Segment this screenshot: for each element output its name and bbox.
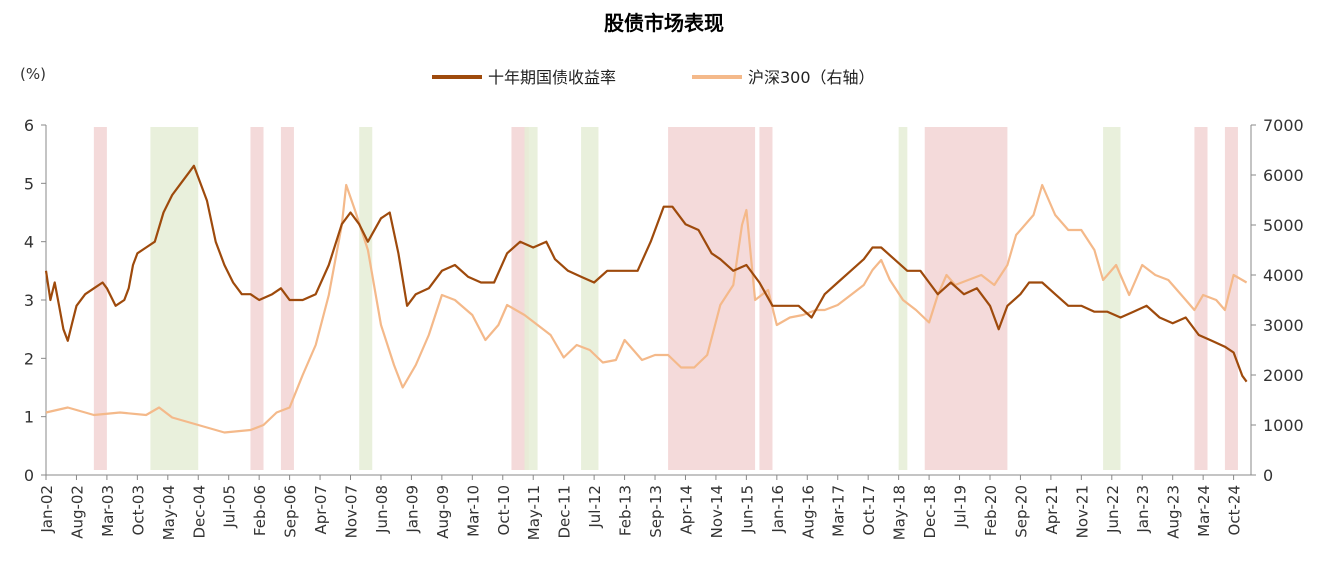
x-tick-label: Apr-21 xyxy=(1043,485,1061,535)
y-right-tick-label: 0 xyxy=(1263,466,1273,485)
series-lines xyxy=(44,164,1248,434)
y-left-tick-label: 0 xyxy=(24,466,34,485)
x-tick-label: Jun-08 xyxy=(373,485,391,534)
y-left-tick-label: 1 xyxy=(24,408,34,427)
legend-label-csi300: 沪深300（右轴） xyxy=(748,68,875,87)
axes xyxy=(45,125,1252,476)
x-tick-label: Oct-24 xyxy=(1226,485,1244,535)
y-left-tick-label: 3 xyxy=(24,291,34,310)
x-tick-label: Nov-07 xyxy=(343,485,361,538)
x-tick-label: Dec-11 xyxy=(556,485,574,539)
series-line-0 xyxy=(44,164,1248,383)
x-tick-label: Jul-05 xyxy=(221,485,239,529)
x-tick-labels: Jan-02 Aug-02 Mar-03 Oct-03 May-04 Dec-04 Jul-… xyxy=(38,475,1244,540)
series-line-1 xyxy=(45,183,1248,434)
y-left-tick-label: 2 xyxy=(24,349,34,368)
x-tick-label: May-04 xyxy=(160,485,178,540)
x-tick-label: Jan-02 xyxy=(38,485,56,534)
x-tick-label: Aug-16 xyxy=(799,485,817,539)
y-left-tick-label: 4 xyxy=(24,233,34,252)
y-right-tick-label: 4000 xyxy=(1263,266,1304,285)
shaded-band-6 xyxy=(524,127,538,470)
legend-label-yield: 十年期国债收益率 xyxy=(488,68,616,87)
x-tick-label: Mar-24 xyxy=(1195,485,1213,537)
y-left-tick-label: 6 xyxy=(24,116,34,135)
shaded-band-11 xyxy=(924,127,1008,470)
x-tick-label: Feb-13 xyxy=(617,485,635,536)
x-tick-label: Sep-20 xyxy=(1012,485,1030,538)
x-tick-label: Jun-15 xyxy=(738,485,756,534)
x-tick-label: Aug-23 xyxy=(1165,485,1183,539)
x-tick-label: Jan-16 xyxy=(769,485,787,534)
x-tick-label: Apr-07 xyxy=(312,485,330,535)
x-tick-label: May-11 xyxy=(525,485,543,540)
x-tick-label: Mar-03 xyxy=(99,485,117,537)
legend: 十年期国债收益率 沪深300（右轴） xyxy=(432,68,875,87)
y-right-tick-label: 6000 xyxy=(1263,166,1304,185)
y-right-tick-label: 2000 xyxy=(1263,366,1304,385)
chart-title: 股债市场表现 xyxy=(604,11,724,35)
x-tick-label: Jun-22 xyxy=(1104,485,1122,534)
y-right-tick-label: 5000 xyxy=(1263,216,1304,235)
left-axis-unit: (%) xyxy=(20,65,46,83)
y-right-tick-label: 1000 xyxy=(1263,416,1304,435)
y-right-tick-label: 3000 xyxy=(1263,316,1304,335)
x-tick-label: Jul-12 xyxy=(586,485,604,529)
x-tick-label: Oct-10 xyxy=(495,485,513,535)
x-tick-label: Feb-06 xyxy=(251,485,269,536)
shaded-band-7 xyxy=(581,127,599,470)
x-tick-label: Nov-14 xyxy=(708,485,726,538)
shaded-band-0 xyxy=(93,127,107,470)
x-tick-label: Jul-19 xyxy=(952,485,970,529)
shaded-bands xyxy=(93,127,1238,470)
x-tick-label: Dec-18 xyxy=(921,485,939,539)
x-tick-label: Jan-23 xyxy=(1134,485,1152,534)
shaded-band-14 xyxy=(1224,127,1238,470)
x-tick-label: Oct-17 xyxy=(860,485,878,535)
x-tick-label: Oct-03 xyxy=(129,485,147,535)
shaded-band-1 xyxy=(150,127,199,470)
x-tick-label: Feb-20 xyxy=(982,485,1000,536)
shaded-band-8 xyxy=(668,127,756,470)
y-right-tick-labels: 0 1000 2000 3000 4000 5000 6000 7000 xyxy=(1251,116,1304,485)
x-tick-label: Mar-10 xyxy=(464,485,482,537)
shaded-band-9 xyxy=(759,127,773,470)
y-left-tick-label: 5 xyxy=(24,174,34,193)
shaded-band-4 xyxy=(359,127,373,470)
x-tick-label: Apr-14 xyxy=(677,485,695,535)
y-right-tick-label: 7000 xyxy=(1263,116,1304,135)
shaded-band-12 xyxy=(1103,127,1121,470)
x-tick-label: Mar-17 xyxy=(830,485,848,537)
x-tick-label: Sep-06 xyxy=(282,485,300,538)
x-tick-label: Jan-09 xyxy=(403,485,421,534)
x-tick-label: Dec-04 xyxy=(190,485,208,539)
x-tick-label: Sep-13 xyxy=(647,485,665,538)
x-tick-label: Aug-02 xyxy=(68,485,86,539)
x-tick-label: Aug-09 xyxy=(434,485,452,539)
x-tick-label: May-18 xyxy=(891,485,909,540)
x-tick-label: Nov-21 xyxy=(1073,485,1091,538)
y-left-tick-labels: 0 1 2 3 4 5 6 xyxy=(24,116,46,485)
